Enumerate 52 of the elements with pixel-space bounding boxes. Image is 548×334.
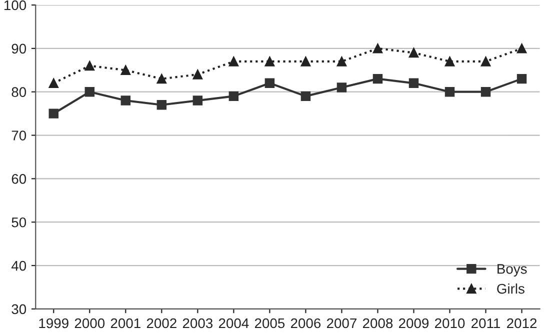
point <box>156 74 167 84</box>
point <box>120 96 131 106</box>
x-tick-label: 2003 <box>182 318 213 328</box>
point <box>300 91 311 102</box>
y-tick-label: 40 <box>11 260 26 271</box>
point <box>516 74 527 84</box>
x-tick-label: 2000 <box>74 318 105 328</box>
x-tick-label: 2005 <box>254 318 285 328</box>
point <box>372 74 383 84</box>
point <box>444 86 455 97</box>
y-tick-label: 50 <box>12 217 26 228</box>
x-tick-label: 1999 <box>39 318 68 328</box>
point <box>48 108 58 118</box>
y-tick-label: 70 <box>12 130 26 140</box>
y-tick-label: 30 <box>12 304 26 314</box>
point <box>408 48 419 58</box>
y-tick-label: 80 <box>12 87 26 98</box>
point <box>300 56 311 66</box>
x-tick-label: 2007 <box>326 318 356 328</box>
legend-label: Girls <box>497 284 524 294</box>
point <box>408 78 419 88</box>
point <box>48 78 58 88</box>
point <box>192 96 203 106</box>
x-tick-label: 2012 <box>507 318 537 328</box>
point <box>84 86 94 97</box>
point <box>192 70 203 80</box>
point <box>228 56 239 66</box>
x-tick-label: 2008 <box>362 318 393 328</box>
y-tick-label: 60 <box>12 174 26 184</box>
point <box>372 44 383 54</box>
x-tick-label: 2011 <box>472 318 500 328</box>
point <box>264 56 275 66</box>
y-tick-label: 100 <box>4 0 26 10</box>
x-tick-label: 2001 <box>110 318 140 328</box>
point <box>480 86 491 97</box>
x-tick-label: 2004 <box>218 318 249 328</box>
point <box>228 91 239 102</box>
point <box>336 56 347 66</box>
y-tick-label: 90 <box>12 44 26 54</box>
point <box>336 82 347 92</box>
point <box>444 56 455 66</box>
x-tick-label: 2009 <box>398 318 429 328</box>
point <box>516 44 527 54</box>
point <box>84 60 94 71</box>
point <box>120 65 131 75</box>
point <box>156 100 167 110</box>
legend-label: Boys <box>498 264 527 277</box>
x-tick-label: 2010 <box>435 318 465 328</box>
point <box>264 78 275 88</box>
x-tick-label: 2002 <box>146 318 176 328</box>
x-tick-label: 2006 <box>290 318 321 328</box>
point <box>480 56 491 66</box>
